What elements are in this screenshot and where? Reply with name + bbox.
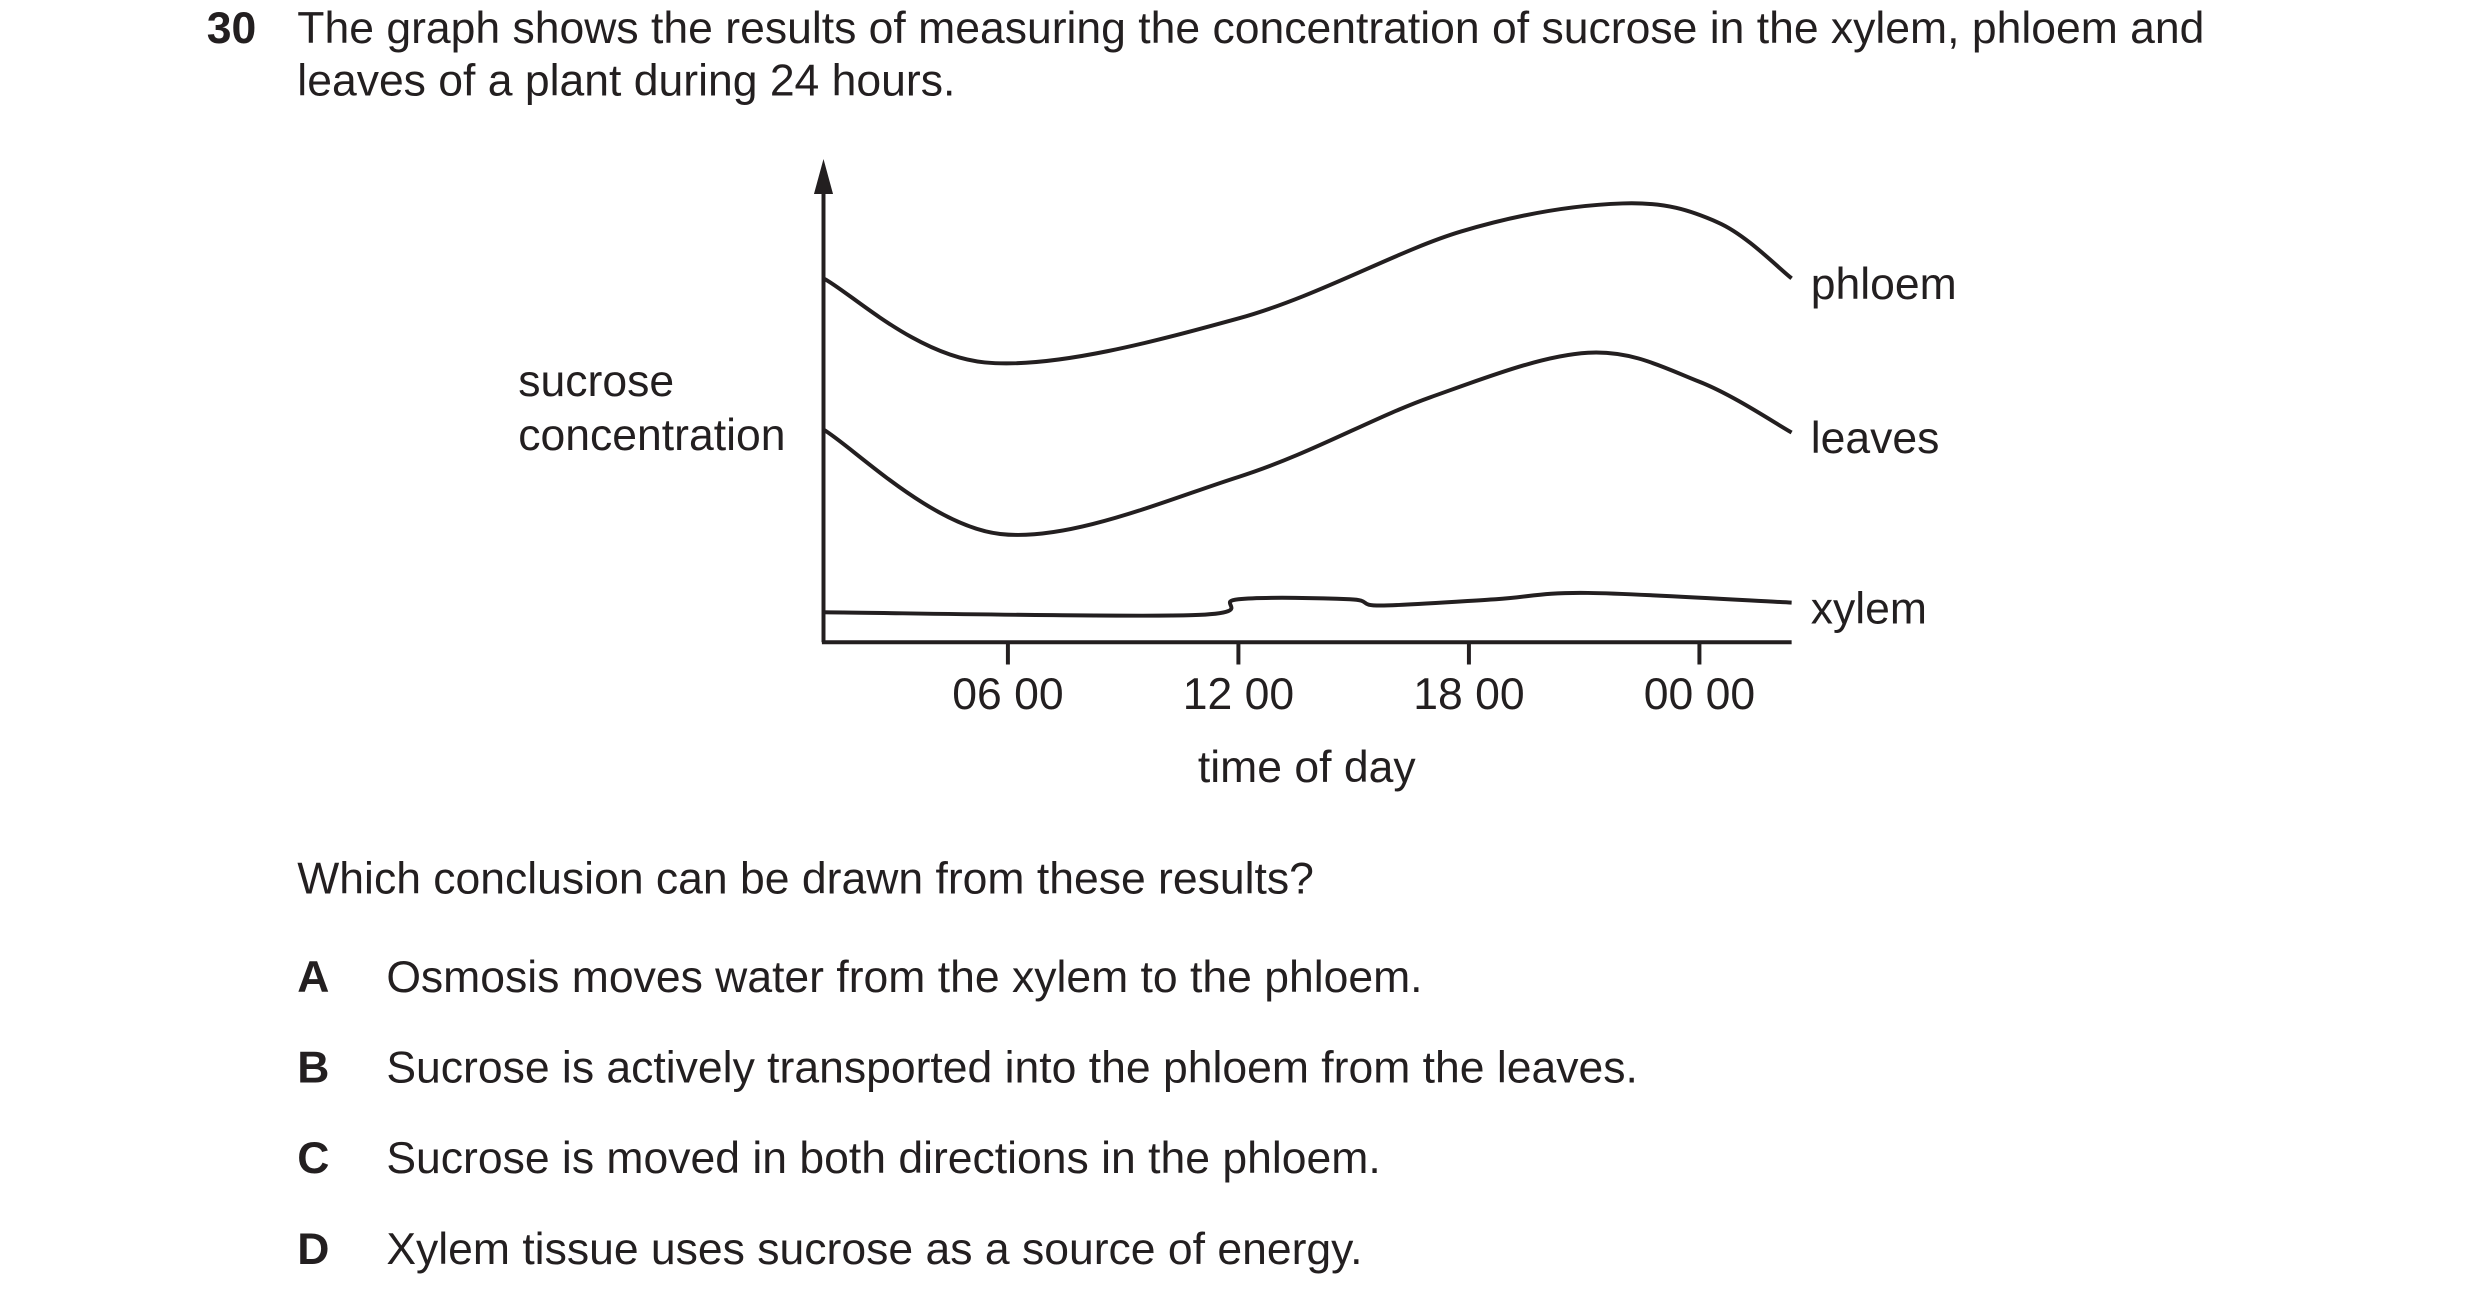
x-tick-label: 00 00 — [1644, 670, 1755, 719]
option-text: Osmosis moves water from the xylem to th… — [386, 953, 1422, 1002]
option-letter: A — [297, 953, 329, 1002]
x-tick-label: 12 00 — [1183, 670, 1294, 719]
option-text: Sucrose is moved in both directions in t… — [386, 1134, 1380, 1183]
data-line — [822, 201, 1793, 366]
question-number: 30 — [207, 4, 257, 53]
prompt: Which conclusion can be drawn from these… — [297, 854, 1314, 903]
option-text: Sucrose is actively transported into the… — [386, 1044, 1638, 1093]
axis-arrow — [813, 158, 834, 194]
y-axis-label: sucrose — [518, 357, 674, 406]
series-label: xylem — [1811, 584, 1927, 633]
series-label: phloem — [1811, 260, 1957, 309]
x-tick-label: 18 00 — [1413, 670, 1524, 719]
series-label: leaves — [1811, 414, 1940, 463]
option-letter: B — [297, 1044, 329, 1093]
y-axis-label: concentration — [518, 411, 785, 460]
data-line — [822, 350, 1793, 537]
question-text: leaves of a plant during 24 hours. — [297, 56, 955, 105]
question-text: The graph shows the results of measuring… — [297, 4, 2204, 53]
x-axis-label: time of day — [1198, 743, 1416, 792]
option-letter: D — [297, 1225, 329, 1274]
data-line — [823, 590, 1792, 618]
x-tick-label: 06 00 — [952, 670, 1063, 719]
option-text: Xylem tissue uses sucrose as a source of… — [386, 1225, 1362, 1274]
option-letter: C — [297, 1134, 329, 1183]
